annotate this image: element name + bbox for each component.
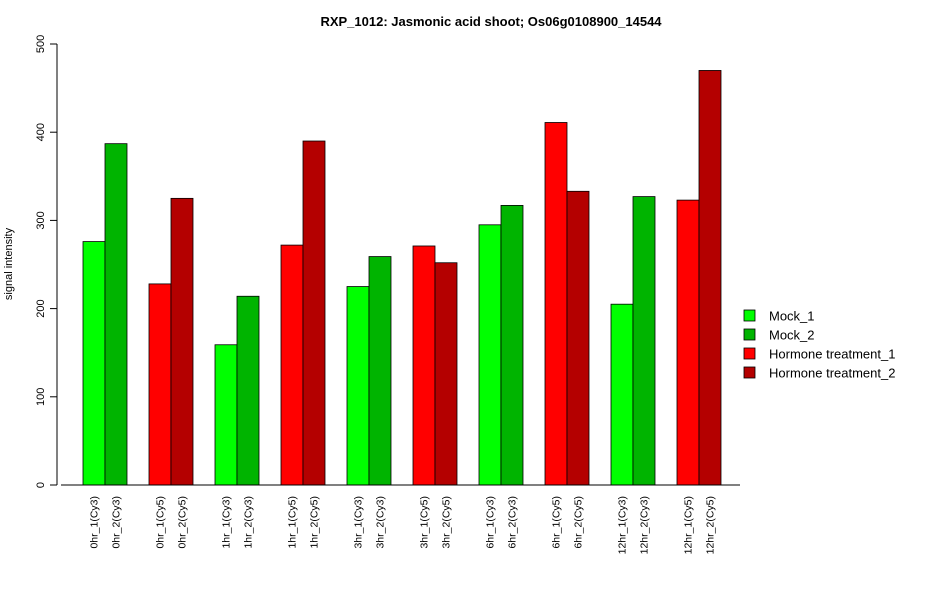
y-tick-label: 100 [35,388,47,406]
bar [170,197,194,486]
x-tick-label: 3hr_2(Cy3) [375,496,387,549]
x-tick-label: 0hr_1(Cy5) [155,496,167,549]
legend-label: Mock_2 [769,328,815,343]
legend-swatch [743,309,756,322]
bar [500,205,524,486]
legend-swatch [743,366,756,379]
x-tick-label: 0hr_2(Cy5) [177,496,189,549]
legend-label: Hormone treatment_2 [769,366,895,381]
x-tick-label: 12hr_1(Cy3) [617,496,629,554]
x-tick-label: 6hr_1(Cy3) [485,496,497,549]
x-tick-label: 0hr_2(Cy3) [111,496,123,549]
y-axis: 0 100 200 300 400 500 [35,35,58,488]
bar [676,199,700,486]
bar [236,295,260,486]
bar [412,245,436,486]
legend: Mock_1 Mock_2 Hormone treatment_1 Hormone t… [743,309,895,381]
bar [104,143,128,486]
x-tick-label: 3hr_1(Cy5) [419,496,431,549]
x-tick-label: 1hr_1(Cy3) [221,496,233,549]
x-tick-label: 1hr_1(Cy5) [287,496,299,549]
y-tick-label: 400 [35,123,47,141]
bar [302,140,326,486]
legend-label: Mock_1 [769,309,815,324]
y-tick-label: 0 [35,482,47,488]
bar [478,224,502,486]
x-tick-label: 3hr_2(Cy5) [441,496,453,549]
x-tick-label: 0hr_1(Cy3) [89,496,101,549]
x-tick-label: 6hr_1(Cy5) [551,496,563,549]
y-tick-label: 300 [35,211,47,229]
bar [368,256,392,486]
y-tick-label: 500 [35,35,47,53]
bar [214,344,238,486]
x-tick-label: 3hr_1(Cy3) [353,496,365,549]
bar [566,190,590,486]
x-tick-label: 12hr_2(Cy5) [705,496,717,554]
bar [346,286,370,486]
bar [148,283,172,486]
x-tick-label: 12hr_1(Cy5) [683,496,695,554]
legend-label: Hormone treatment_1 [769,347,895,362]
x-tick-label: 6hr_2(Cy3) [507,496,519,549]
bar [280,244,304,486]
x-tick-label: 12hr_2(Cy3) [639,496,651,554]
bar [632,196,656,486]
bar [698,70,722,486]
bar [434,262,458,486]
bars [82,70,722,486]
legend-swatch [743,347,756,360]
bar [544,122,568,486]
bar [610,303,634,486]
legend-swatch [743,328,756,341]
category-labels: 0hr_1(Cy3) 0hr_2(Cy3) 0hr_1(Cy5) 0hr_2(Cy5)… [89,496,717,554]
x-tick-label: 1hr_2(Cy5) [309,496,321,549]
x-tick-label: 6hr_2(Cy5) [573,496,585,549]
y-axis-label: signal intensity [3,227,15,300]
y-tick-label: 200 [35,299,47,317]
chart-title: RXP_1012: Jasmonic acid shoot; Os06g0108… [320,14,662,29]
bar [82,241,106,486]
x-tick-label: 1hr_2(Cy3) [243,496,255,549]
